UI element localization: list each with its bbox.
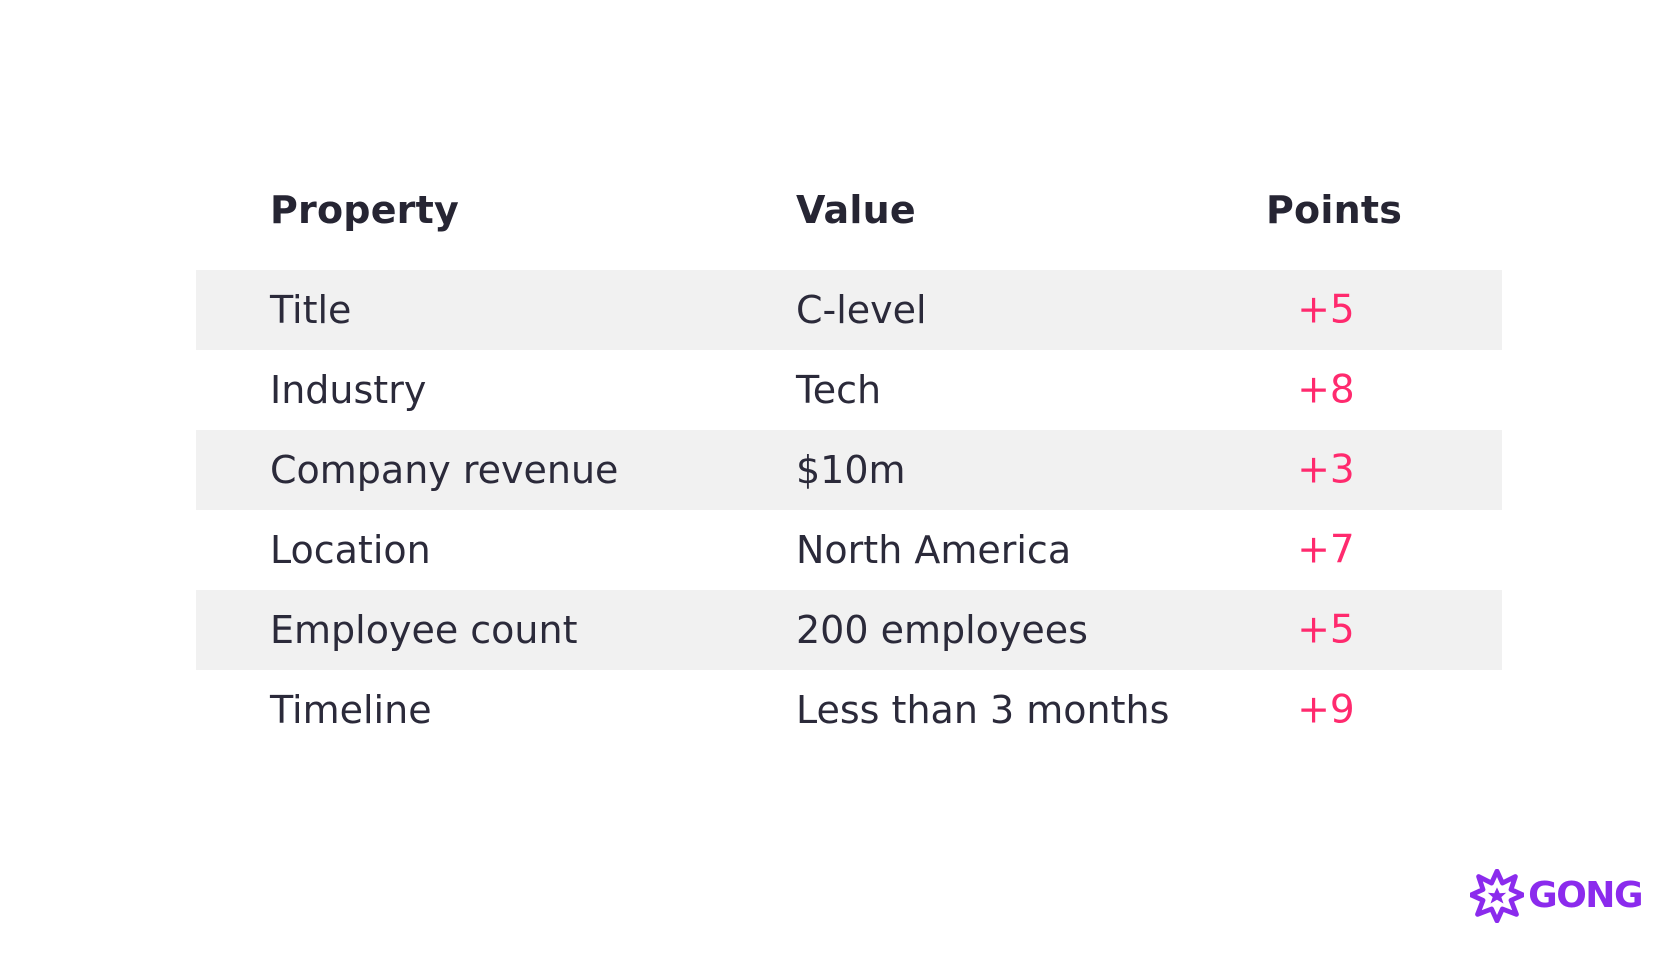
property-cell: Title xyxy=(270,288,352,332)
table-row: Location North America +7 xyxy=(196,510,1502,590)
property-cell: Location xyxy=(270,528,431,572)
table-row: Timeline Less than 3 months +9 xyxy=(196,670,1502,750)
header-property: Property xyxy=(270,188,459,232)
gong-logo: GONG xyxy=(1470,869,1643,923)
logo-text: GONG xyxy=(1528,875,1643,916)
table-row: Company revenue $10m +3 xyxy=(196,430,1502,510)
table-row: Employee count 200 employees +5 xyxy=(196,590,1502,670)
starburst-icon xyxy=(1470,869,1525,923)
header-points: Points xyxy=(1266,188,1403,232)
table-row: Title C-level +5 xyxy=(196,270,1502,350)
property-cell: Employee count xyxy=(270,608,578,652)
table-header: Property Value Points xyxy=(196,170,1502,270)
value-cell: C-level xyxy=(796,288,927,332)
scoring-table: Property Value Points Title C-level +5 I… xyxy=(196,170,1502,750)
points-cell: +5 xyxy=(1297,287,1355,333)
property-cell: Company revenue xyxy=(270,448,619,492)
value-cell: Tech xyxy=(796,368,882,412)
points-cell: +8 xyxy=(1297,367,1355,413)
property-cell: Industry xyxy=(270,368,427,412)
value-cell: North America xyxy=(796,528,1072,572)
points-cell: +3 xyxy=(1297,447,1355,493)
points-cell: +7 xyxy=(1297,527,1355,573)
points-cell: +9 xyxy=(1297,687,1355,733)
points-cell: +5 xyxy=(1297,607,1355,653)
value-cell: 200 employees xyxy=(796,608,1088,652)
table-row: Industry Tech +8 xyxy=(196,350,1502,430)
value-cell: Less than 3 months xyxy=(796,688,1170,732)
header-value: Value xyxy=(796,188,916,232)
property-cell: Timeline xyxy=(270,688,432,732)
value-cell: $10m xyxy=(796,448,906,492)
